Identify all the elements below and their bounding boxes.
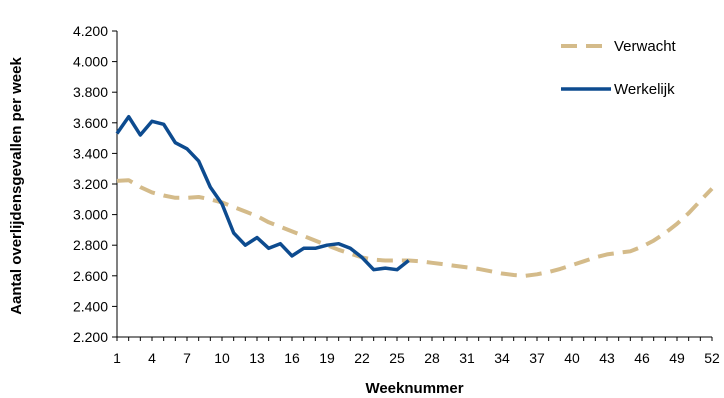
x-tick-label: 37 <box>529 350 545 366</box>
series-line-werkelijk <box>115 114 410 272</box>
legend: Verwacht Werkelijk <box>561 38 677 98</box>
y-tick-label: 3.200 <box>73 176 108 192</box>
x-tick-label: 16 <box>284 350 300 366</box>
x-tick-label: 52 <box>704 350 720 366</box>
y-tick-label: 2.200 <box>73 329 108 345</box>
y-tick-label: 3.800 <box>73 84 108 100</box>
x-tick-label: 43 <box>599 350 615 366</box>
x-tick-label: 1 <box>113 350 121 366</box>
x-tick-label: 10 <box>214 350 230 366</box>
x-tick-label: 25 <box>389 350 405 366</box>
y-axis-ticks: 2.200 2.400 2.600 2.800 3.000 3.200 3.400 3.600… <box>73 23 117 345</box>
y-tick-label: 3.000 <box>73 207 108 223</box>
x-tick-label: 34 <box>494 350 510 366</box>
x-tick-label: 13 <box>249 350 265 366</box>
x-tick-label: 19 <box>319 350 335 366</box>
legend-label-werkelijk: Werkelijk <box>614 81 675 98</box>
x-axis-ticks: 1 4 7 10 13 16 19 22 25 28 31 34 37 40 43 46 49 52 <box>113 337 720 366</box>
x-tick-label: 22 <box>354 350 370 366</box>
x-tick-label: 49 <box>669 350 685 366</box>
series-layer <box>115 114 714 278</box>
y-axis-title: Aantal overlijdensgevallen per week <box>8 57 25 315</box>
y-tick-label: 4.000 <box>73 54 108 70</box>
series-line-verwacht <box>116 178 714 278</box>
y-tick-label: 2.400 <box>73 298 108 314</box>
x-tick-label: 7 <box>183 350 191 366</box>
y-tick-label: 4.200 <box>73 23 108 39</box>
y-tick-label: 3.400 <box>73 145 108 161</box>
x-tick-label: 4 <box>148 350 156 366</box>
y-tick-label: 3.600 <box>73 115 108 131</box>
x-axis-title: Weeknummer <box>365 380 463 397</box>
x-tick-label: 28 <box>424 350 440 366</box>
y-tick-label: 2.600 <box>73 268 108 284</box>
y-tick-label: 2.800 <box>73 237 108 253</box>
legend-label-verwacht: Verwacht <box>614 38 677 55</box>
x-tick-label: 40 <box>564 350 580 366</box>
x-tick-label: 31 <box>459 350 475 366</box>
x-tick-label: 46 <box>634 350 650 366</box>
